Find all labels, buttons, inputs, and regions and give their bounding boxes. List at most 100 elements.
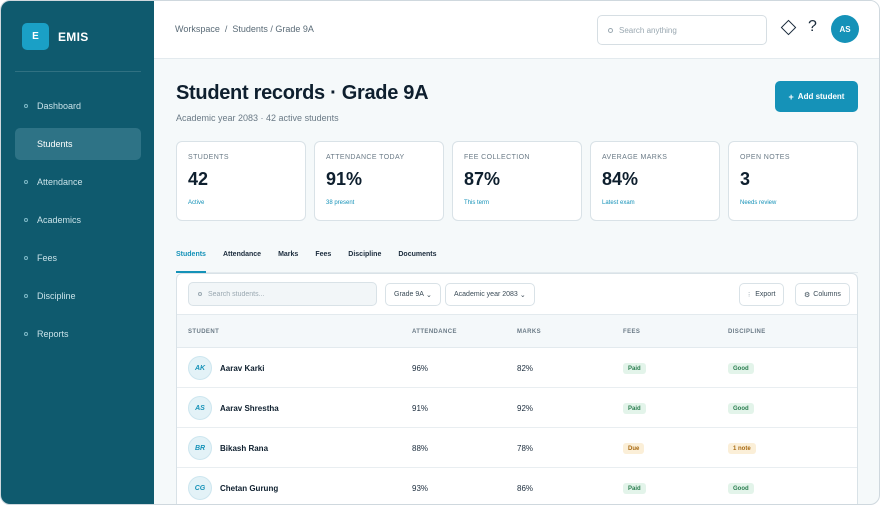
fees-status-badge: Paid — [623, 483, 646, 494]
discipline-status-badge: Good — [728, 363, 754, 374]
table-row[interactable]: CG Chetan Gurung 93% 86% Paid Good — [177, 468, 857, 504]
table-header: STUDENT ATTENDANCE MARKS FEES DISCIPLINE — [177, 314, 857, 348]
student-search[interactable] — [188, 282, 377, 306]
sidebar-item-label: Discipline — [37, 291, 76, 301]
column-header-student[interactable]: STUDENT — [188, 329, 220, 335]
sidebar-item-label: Attendance — [37, 177, 83, 187]
attendance-value: 96% — [412, 364, 429, 373]
user-avatar[interactable]: AS — [831, 15, 859, 43]
discipline-status-badge: Good — [728, 483, 754, 494]
student-search-input[interactable] — [208, 290, 368, 298]
tab-marks[interactable]: Marks — [278, 251, 299, 258]
table-row[interactable]: AS Aarav Shrestha 91% 92% Paid Good — [177, 388, 857, 428]
student-name[interactable]: Bikash Rana — [220, 444, 269, 453]
table-toolbar: Grade 9A⌄ Academic year 2083⌄ ⁝Export ⚙C… — [177, 274, 857, 314]
stat-card-students: STUDENTS 42 Active — [176, 141, 306, 221]
marks-value: 86% — [517, 484, 534, 493]
stat-note[interactable]: This term — [464, 200, 490, 206]
students-table-panel: Grade 9A⌄ Academic year 2083⌄ ⁝Export ⚙C… — [176, 273, 858, 504]
student-name[interactable]: Chetan Gurung — [220, 484, 279, 493]
class-filter-dropdown[interactable]: Grade 9A ⌄ — [385, 283, 441, 306]
stat-value: 3 — [740, 169, 751, 189]
bullet-icon — [24, 332, 28, 336]
sidebar-item-dashboard[interactable]: Dashboard — [15, 90, 141, 122]
search-icon — [608, 27, 613, 33]
stat-card-open-notes: OPEN NOTES 3 Needs review — [728, 141, 858, 221]
sidebar-item-students[interactable]: Students — [15, 128, 141, 160]
brand[interactable]: E EMIS — [22, 23, 89, 50]
fees-status-badge: Paid — [623, 363, 646, 374]
sidebar-item-attendance[interactable]: Attendance — [15, 166, 141, 198]
columns-label: Columns — [813, 291, 841, 298]
brand-name: EMIS — [58, 29, 89, 44]
student-name[interactable]: Aarav Karki — [220, 364, 265, 373]
columns-icon: ⚙ — [804, 291, 811, 299]
sidebar-item-label: Fees — [37, 253, 58, 263]
bullet-icon — [24, 142, 28, 146]
breadcrumb-item-workspace[interactable]: Workspace — [175, 24, 220, 34]
stat-value: 87% — [464, 169, 501, 189]
column-header-fees[interactable]: FEES — [623, 329, 641, 335]
stat-value: 42 — [188, 169, 209, 189]
page-title: Student records · Grade 9A — [176, 82, 429, 104]
column-header-attendance[interactable]: ATTENDANCE — [412, 329, 457, 335]
stat-value: 84% — [602, 169, 639, 189]
stat-note[interactable]: Latest exam — [602, 200, 635, 206]
columns-button[interactable]: ⚙ Columns — [795, 283, 850, 306]
fees-status-badge: Due — [623, 443, 645, 454]
page-subtitle: Academic year 2083 · 42 active students — [176, 113, 339, 123]
global-search-input[interactable] — [619, 25, 749, 35]
marks-value: 92% — [517, 404, 534, 413]
tab-documents[interactable]: Documents — [398, 251, 437, 258]
bullet-icon — [24, 180, 28, 184]
tab-discipline[interactable]: Discipline — [348, 251, 382, 258]
export-button[interactable]: ⁝ Export — [739, 283, 785, 306]
top-header: Workspace / Students / Grade 9A ? AS — [154, 1, 879, 59]
tab-fees[interactable]: Fees — [315, 251, 332, 258]
attendance-value: 91% — [412, 404, 429, 413]
stat-note[interactable]: 38 present — [326, 200, 355, 206]
stat-label: OPEN NOTES — [740, 154, 790, 161]
search-icon — [198, 292, 202, 296]
chevron-down-icon: ⌄ — [519, 291, 526, 299]
year-filter-dropdown[interactable]: Academic year 2083 ⌄ — [445, 283, 535, 306]
table-row[interactable]: AK Aarav Karki 96% 82% Paid Good — [177, 348, 857, 388]
column-header-marks[interactable]: MARKS — [517, 329, 541, 335]
discipline-status-badge: Good — [728, 403, 754, 414]
stat-value: 91% — [326, 169, 363, 189]
sidebar-item-label: Dashboard — [37, 101, 82, 111]
add-student-label: Add student — [797, 92, 845, 101]
stat-note[interactable]: Active — [188, 200, 205, 206]
table-row[interactable]: BR Bikash Rana 88% 78% Due 1 note — [177, 428, 857, 468]
sidebar-nav: Dashboard Students Attendance Academics … — [15, 90, 141, 356]
global-search[interactable] — [597, 15, 767, 45]
export-icon: ⁝ — [748, 291, 751, 299]
column-header-discipline[interactable]: DISCIPLINE — [728, 329, 766, 335]
add-student-button[interactable]: + Add student — [775, 81, 858, 112]
plus-icon: + — [788, 91, 794, 102]
sidebar-item-label: Academics — [37, 215, 82, 225]
breadcrumb-item-current[interactable]: Students / Grade 9A — [232, 24, 314, 34]
tab-attendance[interactable]: Attendance — [222, 251, 262, 258]
stat-card-attendance: ATTENDANCE TODAY 91% 38 present — [314, 141, 444, 221]
sidebar-divider — [15, 71, 141, 72]
attendance-value: 88% — [412, 444, 429, 453]
sidebar-item-label: Students — [37, 139, 73, 149]
stat-card-average-marks: AVERAGE MARKS 84% Latest exam — [590, 141, 720, 221]
sidebar-item-reports[interactable]: Reports — [15, 318, 141, 350]
sidebar-item-discipline[interactable]: Discipline — [15, 280, 141, 312]
stat-card-fee-collection: FEE COLLECTION 87% This term — [452, 141, 582, 221]
student-avatar: AS — [188, 396, 212, 420]
help-icon[interactable]: ? — [808, 18, 817, 35]
fees-status-badge: Paid — [623, 403, 646, 414]
sidebar-item-academics[interactable]: Academics — [15, 204, 141, 236]
sidebar: E EMIS Dashboard Students Attendance Aca… — [1, 1, 154, 504]
stat-note[interactable]: Needs review — [740, 200, 777, 206]
stat-label: STUDENTS — [188, 154, 229, 161]
student-name[interactable]: Aarav Shrestha — [220, 404, 279, 413]
tab-students[interactable]: Students — [176, 249, 206, 273]
sidebar-item-fees[interactable]: Fees — [15, 242, 141, 274]
diamond-icon[interactable] — [780, 19, 797, 36]
year-filter-value: Academic year 2083 — [454, 291, 518, 298]
